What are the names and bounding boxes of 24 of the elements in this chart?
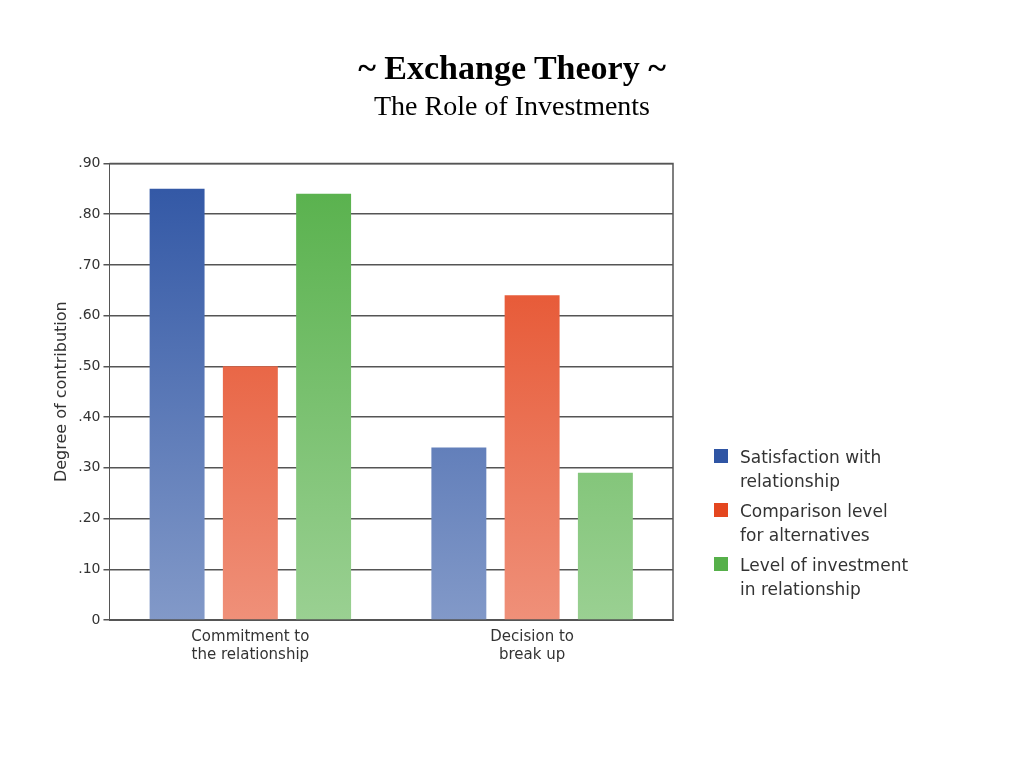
bar (149, 188, 205, 620)
y-tick-label: .10 (78, 559, 101, 576)
y-tick-label: .70 (78, 255, 101, 272)
bar (577, 472, 633, 620)
y-tick-label: .40 (78, 407, 101, 424)
bar (222, 366, 278, 620)
bar (296, 193, 352, 620)
legend-label: Level of investment in relationship (740, 554, 910, 601)
bar (431, 447, 487, 620)
legend-label: Satisfaction with relationship (740, 446, 883, 493)
bar (504, 295, 560, 620)
y-tick-label: .30 (78, 458, 101, 475)
y-tick-label: .60 (78, 306, 101, 323)
y-axis-title: Degree of contribution (50, 301, 70, 483)
legend-label: Comparison level for alternatives (740, 500, 889, 547)
chart-subtitle: The Role of Investments (372, 89, 652, 123)
y-tick-label: .20 (78, 509, 101, 526)
x-tick-label: Decision to break up (490, 626, 574, 663)
chart-title: ~ Exchange Theory ~ (357, 48, 667, 88)
y-tick-label: .80 (78, 204, 101, 221)
x-tick-label: Commitment to the relationship (191, 626, 310, 663)
y-tick-label: 0 (91, 610, 101, 627)
y-tick-label: .50 (78, 356, 101, 373)
y-tick-label: .90 (78, 154, 101, 171)
